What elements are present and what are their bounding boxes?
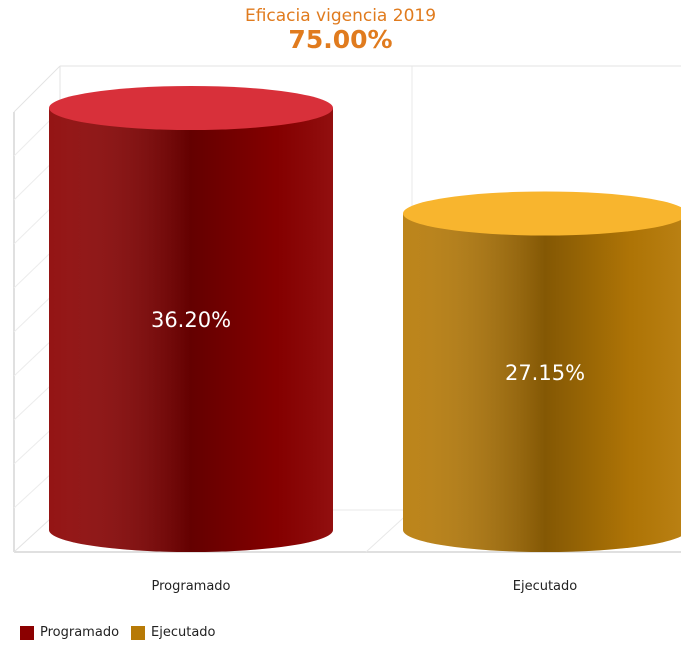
bar-top xyxy=(49,86,333,130)
legend-item-ejecutado[interactable]: Ejecutado xyxy=(131,625,216,640)
legend-label: Ejecutado xyxy=(151,625,216,640)
grid-line xyxy=(13,65,61,113)
chart-subtitle: 75.00% xyxy=(288,25,393,54)
legend-item-programado[interactable]: Programado xyxy=(20,625,119,640)
x-tick-label: Programado xyxy=(151,579,230,594)
bar-programado[interactable] xyxy=(49,86,333,552)
legend-swatch xyxy=(131,625,146,640)
bar-shading xyxy=(403,213,681,552)
data-label: 36.20% xyxy=(151,308,231,332)
bar-ejecutado[interactable] xyxy=(403,191,681,552)
data-label: 27.15% xyxy=(505,361,585,385)
bar-top xyxy=(403,191,681,236)
bar-shading xyxy=(49,108,333,552)
x-tick-label: Ejecutado xyxy=(513,579,578,594)
legend: Programado Ejecutado xyxy=(20,625,228,640)
chart-title: Eficacia vigencia 2019 xyxy=(244,6,437,26)
bar-layer xyxy=(49,86,681,552)
legend-swatch xyxy=(20,625,34,640)
legend-label: Programado xyxy=(40,625,120,640)
label-layer: 36.20% Programado 27.15% Ejecutado xyxy=(151,308,585,594)
